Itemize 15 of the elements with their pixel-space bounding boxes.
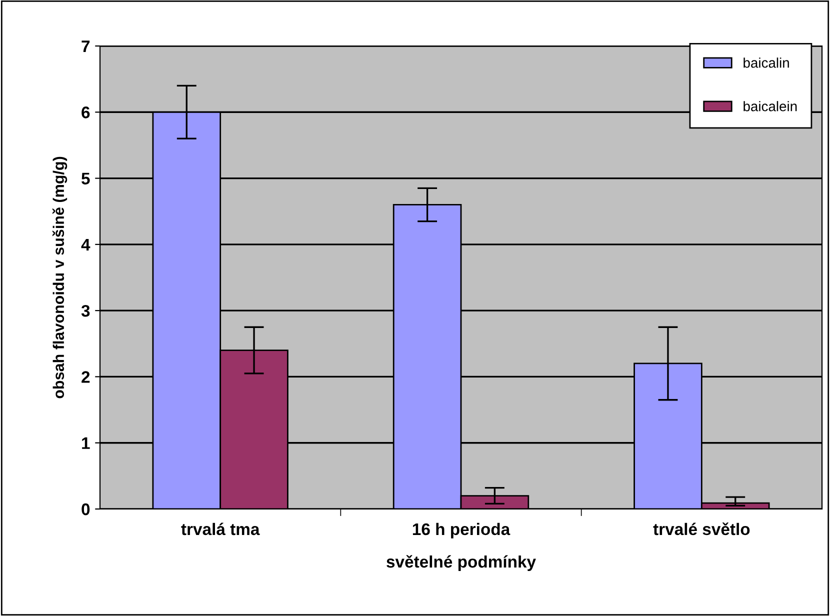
legend-label: baicalin [744,58,789,68]
y-tick-label: 4 [81,239,90,250]
y-tick-label: 3 [81,304,90,317]
legend-label: baicalein [744,101,797,112]
x-axis-title: světelné podmínky [386,555,536,571]
x-tick-label: trvalá tma [181,522,260,536]
y-tick-label: 6 [82,106,90,118]
y-tick-label: 2 [82,371,90,383]
y-tick-label: 0 [82,503,90,516]
x-tick-label: trvalé světlo [653,522,750,536]
y-tick-label: 7 [82,40,90,52]
x-tick-label: 16 h perioda [412,522,510,538]
y-axis-title: obsah flavonoidu v sušině (mg/g) [52,156,68,398]
y-tick-label: 5 [82,172,90,184]
y-tick-label: 1 [82,437,90,449]
